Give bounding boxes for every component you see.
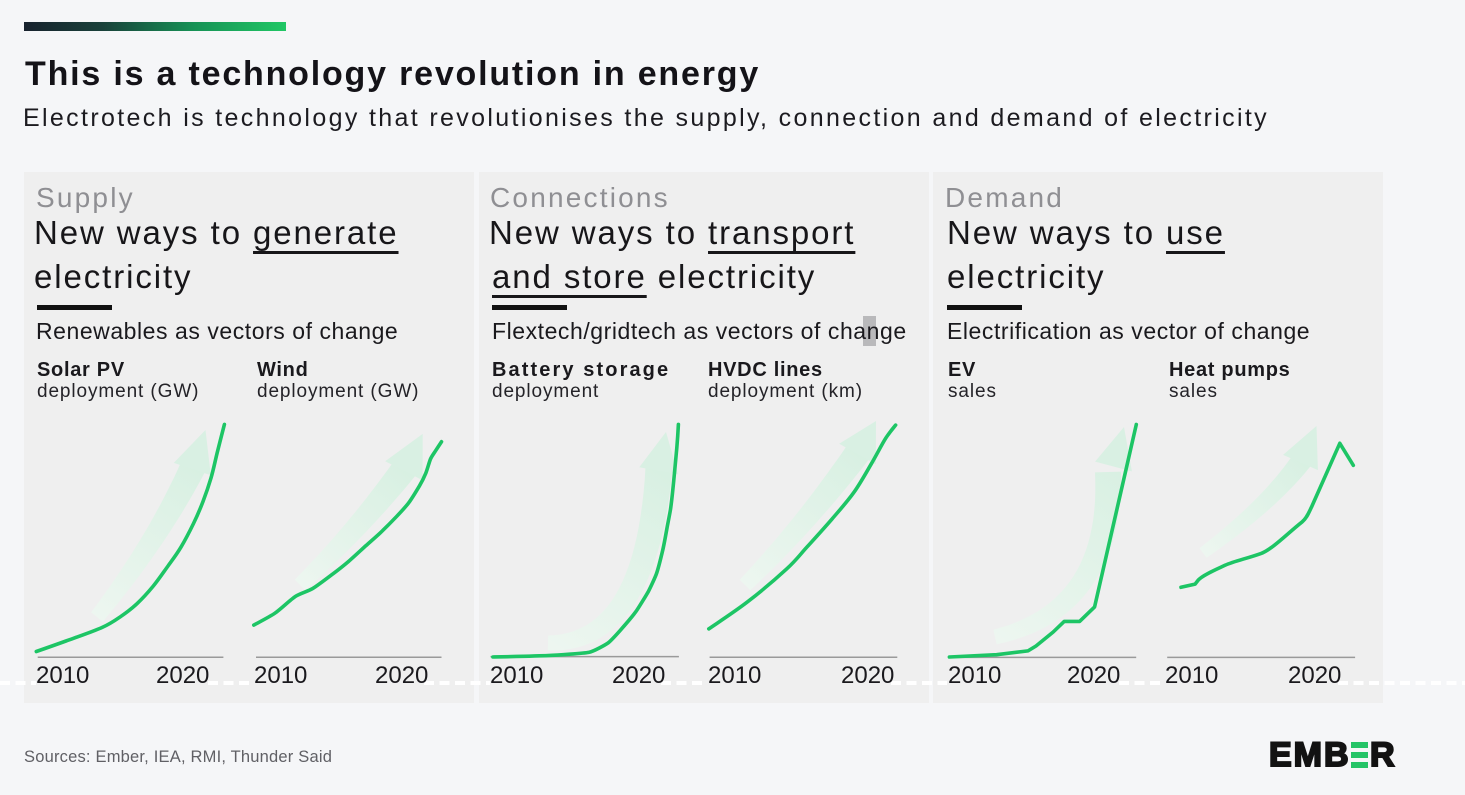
svg-text:R: R: [1370, 740, 1395, 770]
svg-text:EMB: EMB: [1269, 740, 1351, 770]
